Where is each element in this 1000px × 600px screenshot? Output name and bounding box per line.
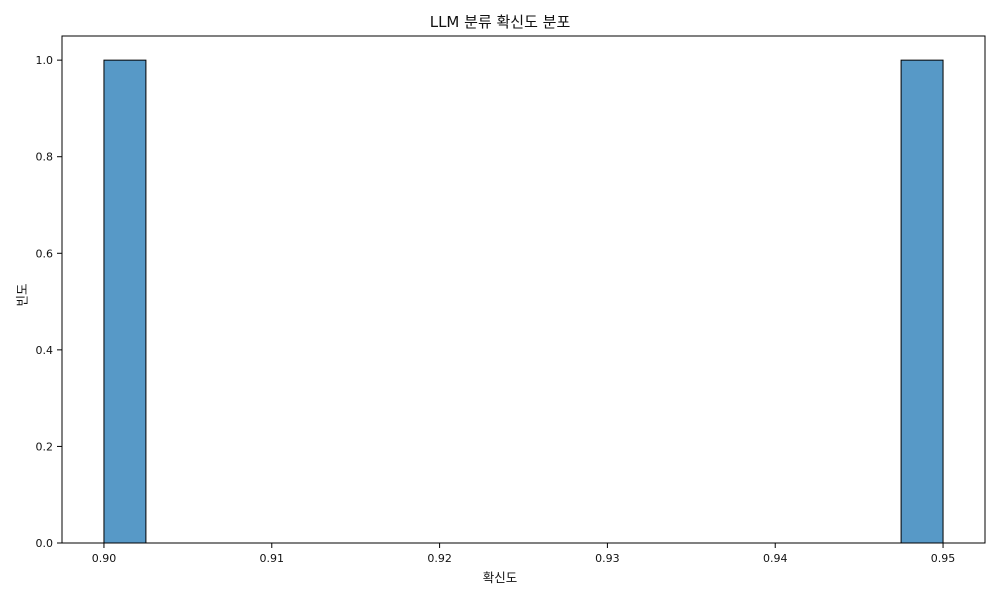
y-tick-label: 0.2 (36, 440, 54, 453)
bars-group (104, 60, 943, 543)
y-axis-ticks: 0.0 0.2 0.4 0.6 0.8 1.0 (36, 54, 63, 550)
y-tick-label: 1.0 (36, 54, 54, 67)
plot-frame (62, 36, 985, 543)
x-tick-label: 0.92 (427, 552, 452, 565)
x-tick-label: 0.91 (260, 552, 285, 565)
histogram-bar-1 (901, 60, 943, 543)
y-tick-label: 0.6 (36, 247, 54, 260)
x-tick-label: 0.93 (595, 552, 620, 565)
x-tick-label: 0.94 (763, 552, 788, 565)
y-tick-label: 0.8 (36, 151, 54, 164)
x-axis-ticks: 0.90 0.91 0.92 0.93 0.94 0.95 (92, 543, 956, 565)
y-tick-label: 0.0 (36, 537, 54, 550)
x-tick-label: 0.90 (92, 552, 117, 565)
histogram-bar-0 (104, 60, 146, 543)
x-tick-label: 0.95 (931, 552, 956, 565)
y-tick-label: 0.4 (36, 344, 54, 357)
